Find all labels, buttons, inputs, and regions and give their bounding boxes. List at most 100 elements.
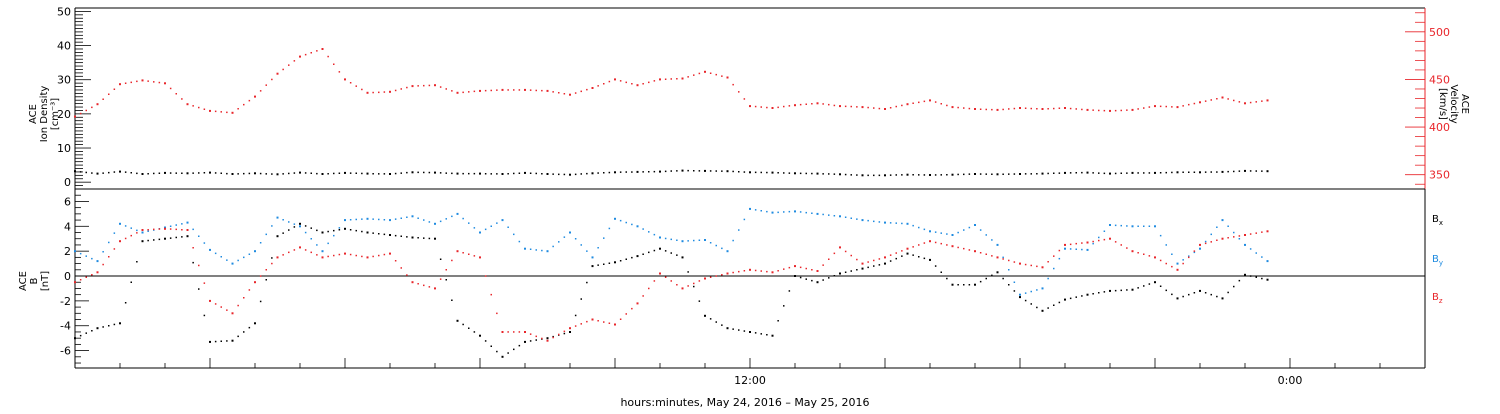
velocity-point xyxy=(794,104,796,107)
velocity-interp-point xyxy=(603,83,605,85)
legend-by: By xyxy=(1432,254,1443,267)
b-bx-point xyxy=(861,267,864,270)
b-bx-interp-point xyxy=(597,264,599,266)
velocity-point xyxy=(1041,108,1044,110)
density-point xyxy=(681,169,684,172)
b-by-interp-point xyxy=(603,237,605,239)
velocity-interp-point xyxy=(271,78,273,81)
b-bz-interp-point xyxy=(833,252,836,255)
b-by-interp-point xyxy=(496,222,498,224)
density-interp-point xyxy=(1210,171,1212,173)
b-bx-interp-point xyxy=(912,254,914,256)
b-by-interp-point xyxy=(327,242,329,245)
b-bx-interp-point xyxy=(957,284,959,286)
b-by-interp-point xyxy=(1092,242,1094,245)
b-bz-interp-point xyxy=(158,228,161,230)
velocity-point xyxy=(231,111,234,114)
velocity-interp-point xyxy=(1069,107,1072,110)
b-tick-label: -4 xyxy=(60,320,71,333)
b-bx-interp-point xyxy=(901,255,903,257)
velocity-interp-point xyxy=(1233,99,1235,102)
b-by-point xyxy=(839,215,841,218)
velocity-point xyxy=(704,70,706,73)
b-bx-point xyxy=(546,337,549,340)
b-bz-point xyxy=(299,246,301,249)
b-bx-interp-point xyxy=(946,277,948,280)
b-by-interp-point xyxy=(1143,225,1145,227)
b-by-interp-point xyxy=(192,228,194,231)
velocity-interp-point xyxy=(1255,101,1257,103)
velocity-interp-point xyxy=(198,106,200,109)
b-bx-point xyxy=(951,283,954,286)
density-interp-point xyxy=(406,171,408,174)
velocity-interp-point xyxy=(1148,106,1151,108)
legend-bz: Bz xyxy=(1432,292,1443,305)
velocity-interp-point xyxy=(1002,108,1004,111)
b-bz-interp-point xyxy=(895,252,897,254)
b-bx-interp-point xyxy=(856,269,858,271)
density-interp-point xyxy=(372,173,374,175)
b-bx-point xyxy=(906,252,909,255)
b-bz-point xyxy=(839,246,841,249)
ylabel-right-line-3: [km/s] xyxy=(1437,88,1448,120)
velocity-interp-point xyxy=(1047,108,1049,110)
b-by-interp-point xyxy=(856,218,858,220)
b-bx-point xyxy=(411,236,414,239)
density-interp-point xyxy=(783,172,785,174)
b-bx-point xyxy=(839,272,841,275)
b-bz-interp-point xyxy=(631,307,633,310)
density-interp-point xyxy=(1216,171,1218,173)
b-bx-interp-point xyxy=(394,234,397,237)
b-bz-interp-point xyxy=(417,283,419,285)
b-bx-interp-point xyxy=(1126,289,1128,291)
velocity-interp-point xyxy=(946,104,948,107)
velocity-point xyxy=(366,91,369,94)
b-bz-interp-point xyxy=(406,274,408,276)
b-bz-interp-point xyxy=(175,228,177,231)
b-by-point xyxy=(411,215,414,218)
b-by-interp-point xyxy=(1024,292,1027,294)
velocity-point xyxy=(951,106,954,109)
b-bz-point xyxy=(119,240,121,243)
b-bx-interp-point xyxy=(220,340,222,342)
b-bz-interp-point xyxy=(462,252,464,254)
b-bz-interp-point xyxy=(265,269,267,271)
b-by-interp-point xyxy=(1126,225,1128,227)
b-tick-label: -2 xyxy=(60,295,71,308)
b-bz-interp-point xyxy=(1030,264,1032,267)
b-bx-point xyxy=(119,322,121,325)
b-bz-interp-point xyxy=(445,269,447,271)
b-by-interp-point xyxy=(445,218,447,220)
b-by-point xyxy=(1266,260,1269,263)
b-bx-interp-point xyxy=(664,250,667,252)
density-point xyxy=(434,171,436,174)
b-bx-interp-point xyxy=(619,260,622,262)
velocity-interp-point xyxy=(844,105,847,108)
b-bz-interp-point xyxy=(586,320,588,323)
velocity-interp-point xyxy=(799,103,802,106)
b-bx-interp-point xyxy=(383,233,386,236)
density-interp-point xyxy=(259,172,262,175)
b-bz-interp-point xyxy=(423,284,425,287)
b-bz-interp-point xyxy=(642,295,644,297)
b-bz-interp-point xyxy=(738,270,740,273)
b-by-point xyxy=(1064,247,1066,250)
b-by-interp-point xyxy=(333,234,335,237)
density-point xyxy=(141,173,144,175)
density-interp-point xyxy=(676,170,678,172)
density-interp-point xyxy=(721,170,723,172)
b-bx-interp-point xyxy=(1165,289,1167,292)
b-by-point xyxy=(749,207,751,210)
b-bz-interp-point xyxy=(715,275,717,277)
b-bx-interp-point xyxy=(1210,293,1212,296)
velocity-interp-point xyxy=(248,99,251,102)
velocity-interp-point xyxy=(693,74,695,76)
b-bz-point xyxy=(411,281,414,284)
density-interp-point xyxy=(1024,173,1027,175)
b-bz-interp-point xyxy=(670,280,672,282)
b-bx-interp-point xyxy=(1233,285,1235,288)
b-bz-point xyxy=(906,247,909,250)
b-by-interp-point xyxy=(226,259,228,261)
density-point xyxy=(704,169,706,172)
density-point xyxy=(929,174,931,176)
